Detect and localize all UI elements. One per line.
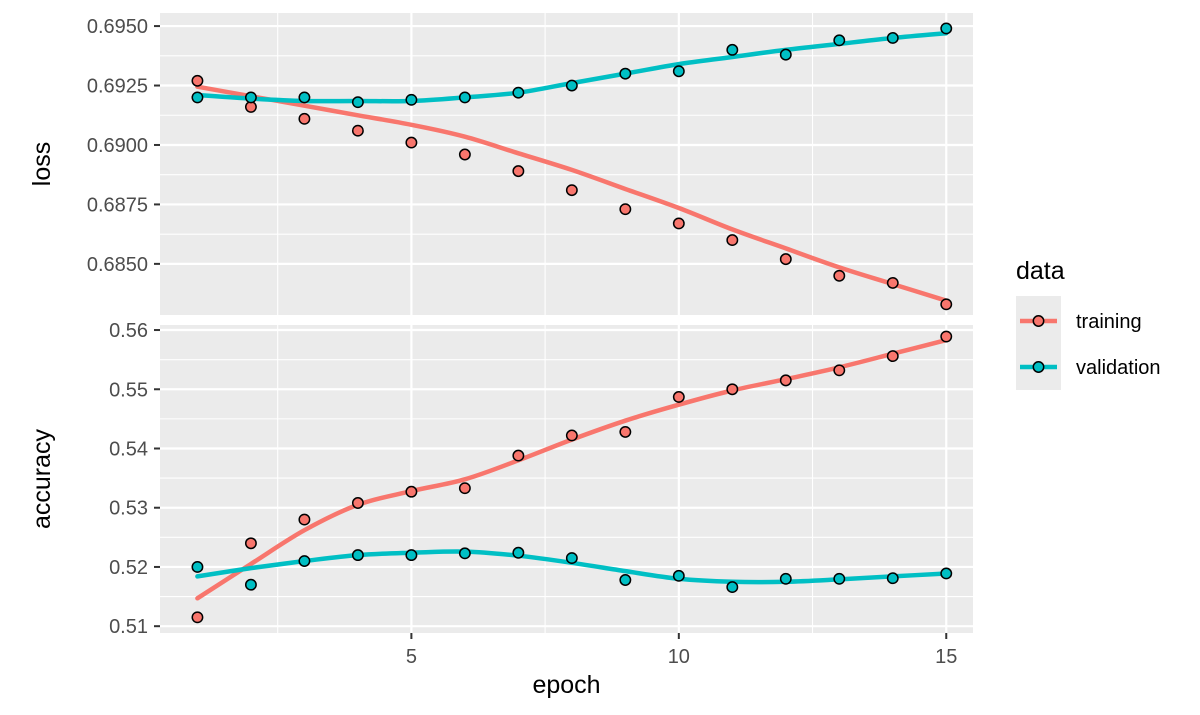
data-point-training: [672, 391, 685, 403]
data-point-training: [298, 112, 311, 125]
data-point-training: [244, 537, 257, 550]
data-point-training: [565, 429, 578, 442]
data-point-validation: [191, 561, 204, 573]
data-point-training: [298, 513, 311, 526]
data-point-validation: [405, 93, 418, 106]
y-tick-label: 0.52: [109, 557, 148, 579]
legend-key-background: [1016, 296, 1061, 390]
y-tick-label: 0.6950: [87, 16, 148, 38]
y-tick-label: 0.6875: [87, 194, 148, 216]
data-point-training: [351, 124, 364, 137]
legend-key-point-training: [1032, 315, 1045, 327]
legend: data training validation: [1016, 257, 1161, 390]
panel-background: [160, 325, 973, 633]
data-point-validation: [672, 65, 685, 78]
data-point-training: [512, 165, 525, 178]
data-point-validation: [833, 34, 846, 47]
data-point-training: [940, 330, 953, 343]
data-point-validation: [619, 67, 632, 80]
data-point-validation: [405, 549, 418, 562]
y-tick-label: 0.55: [109, 379, 148, 401]
data-point-validation: [351, 96, 364, 109]
data-point-validation: [351, 549, 364, 562]
legend-title: data: [1016, 257, 1065, 285]
data-point-training: [940, 298, 953, 311]
legend-label-validation: validation: [1076, 357, 1161, 379]
y-axis-title-loss: loss: [28, 142, 56, 186]
data-point-validation: [298, 91, 311, 104]
data-point-training: [886, 276, 899, 289]
data-point-validation: [512, 546, 525, 559]
data-point-training: [512, 449, 525, 462]
x-tick-label: 15: [935, 646, 957, 668]
data-point-validation: [512, 86, 525, 99]
data-point-training: [726, 383, 739, 396]
data-point-validation: [940, 22, 953, 35]
data-point-validation: [565, 552, 578, 565]
data-point-training: [619, 203, 632, 216]
x-tick-label: 10: [668, 646, 690, 668]
data-point-training: [886, 350, 899, 363]
data-point-validation: [298, 555, 311, 567]
data-point-validation: [458, 91, 471, 104]
y-axis-title-accuracy: accuracy: [28, 428, 56, 529]
data-point-training: [833, 364, 846, 377]
data-point-validation: [779, 572, 792, 585]
y-tick-label: 0.6900: [87, 135, 148, 157]
data-point-validation: [244, 91, 257, 104]
data-point-validation: [726, 581, 739, 594]
data-point-training: [565, 184, 578, 197]
data-point-training: [726, 234, 739, 247]
data-point-training: [191, 74, 204, 87]
y-tick-label: 0.54: [109, 438, 148, 460]
data-point-validation: [565, 79, 578, 92]
data-point-training: [833, 269, 846, 282]
data-point-validation: [779, 48, 792, 61]
legend-items: training validation: [1016, 296, 1161, 390]
data-point-training: [458, 482, 471, 495]
y-tick-label: 0.51: [109, 616, 148, 638]
data-point-validation: [619, 574, 632, 586]
y-tick-label: 0.56: [109, 320, 148, 342]
data-point-training: [779, 374, 792, 387]
data-point-validation: [886, 32, 899, 44]
data-point-training: [458, 148, 471, 161]
y-tick-label: 0.6850: [87, 254, 148, 276]
data-point-validation: [726, 43, 739, 56]
data-point-validation: [191, 91, 204, 104]
facet-panel-loss: 0.6850 0.6875 0.6900 0.6925 0.6950 loss: [28, 13, 973, 315]
x-tick-label: 5: [406, 646, 417, 668]
data-point-validation: [458, 547, 471, 560]
data-point-training: [672, 217, 685, 230]
data-point-validation: [833, 572, 846, 585]
data-point-validation: [672, 569, 685, 582]
data-point-validation: [940, 567, 953, 580]
data-point-training: [405, 136, 418, 149]
smooth-line-training: [195, 84, 949, 303]
y-tick-label: 0.6925: [87, 76, 148, 98]
y-tick-label: 0.53: [109, 498, 148, 520]
data-point-training: [779, 253, 792, 266]
facet-panel-accuracy: 0.51 0.52 0.53 0.54 0.55 0.56 accuracy: [28, 320, 973, 638]
facet-panels: 0.68500.68750.69000.69250.6950loss0.510.…: [28, 13, 973, 638]
data-point-training: [619, 425, 632, 438]
x-axis: 5 10 15: [406, 633, 957, 668]
legend-key-point-validation: [1032, 361, 1045, 373]
data-point-validation: [886, 572, 899, 585]
legend-label-training: training: [1076, 311, 1142, 333]
data-point-validation: [244, 578, 257, 591]
data-point-training: [405, 485, 418, 498]
x-axis-title: epoch: [532, 671, 600, 699]
data-point-training: [191, 611, 204, 624]
data-point-training: [351, 497, 364, 509]
